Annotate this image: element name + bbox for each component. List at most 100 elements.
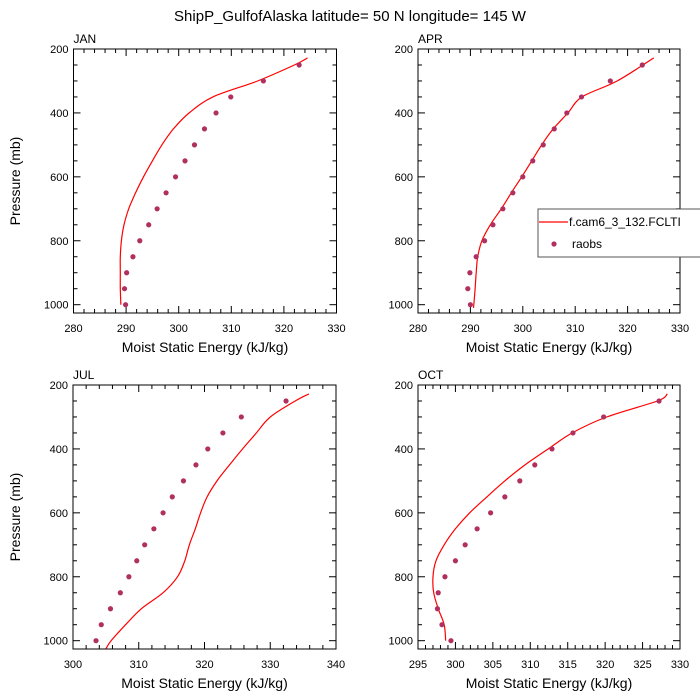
x-tick-label: 330 xyxy=(327,323,345,335)
y-tick-label: 800 xyxy=(395,572,413,584)
raobs-point xyxy=(180,478,187,484)
y-tick-label: 600 xyxy=(50,172,68,184)
x-tick-label: 330 xyxy=(671,659,689,671)
raobs-point xyxy=(169,494,175,500)
y-tick-label: 400 xyxy=(395,108,413,120)
raobs-point xyxy=(434,606,441,612)
raobs-point xyxy=(146,222,152,228)
raobs-point xyxy=(283,398,289,404)
raobs-point xyxy=(205,446,211,452)
y-tick-label: 800 xyxy=(50,236,68,248)
raobs-point xyxy=(151,526,157,532)
raobs-point xyxy=(473,254,479,260)
raobs-point xyxy=(213,110,219,116)
raobs-point xyxy=(500,206,506,212)
panel-apr: APR 280 290 300 310 320 330 Moist Static Energy… xyxy=(389,32,700,355)
raobs-point xyxy=(182,158,188,164)
raobs-point xyxy=(137,238,143,244)
raobs-point xyxy=(488,510,494,516)
raobs-point xyxy=(570,430,576,436)
raobs-point xyxy=(228,94,234,100)
x-tick-label: 325 xyxy=(633,659,651,671)
y-tick-label: 1000 xyxy=(389,300,413,312)
panel-title: OCT xyxy=(418,368,444,382)
raobs-point xyxy=(93,638,99,644)
raobs-point xyxy=(452,558,459,564)
y-tick-label: 600 xyxy=(50,508,68,520)
legend-obs-label: raobs xyxy=(572,237,602,251)
raobs-point xyxy=(549,446,555,452)
y-tick-label: 200 xyxy=(395,44,413,56)
x-tick-label: 280 xyxy=(409,323,427,335)
panel-title: APR xyxy=(418,32,443,46)
panel-title: JUL xyxy=(73,368,95,382)
y-tick-label: 200 xyxy=(50,380,68,392)
y-tick-label: 400 xyxy=(50,444,68,456)
raobs-point xyxy=(532,462,538,468)
raobs-point xyxy=(517,478,523,484)
raobs-point xyxy=(540,142,546,148)
raobs-point xyxy=(520,174,526,180)
y-tick-label: 400 xyxy=(395,444,413,456)
raobs-point xyxy=(160,510,166,516)
x-tick-label: 310 xyxy=(521,659,539,671)
raobs-point xyxy=(126,574,132,580)
y-tick-label: 1000 xyxy=(389,636,413,648)
raobs-point xyxy=(578,94,585,100)
x-tick-label: 300 xyxy=(64,659,82,671)
x-axis-label: Moist Static Energy (kJ/kg) xyxy=(466,339,633,355)
raobs-point xyxy=(467,270,473,276)
x-axis-label: Moist Static Energy (kJ/kg) xyxy=(122,339,289,355)
x-axis-label: Moist Static Energy (kJ/kg) xyxy=(466,675,633,691)
raobs-point xyxy=(107,606,114,612)
raobs-point xyxy=(134,558,140,564)
x-tick-label: 300 xyxy=(514,323,532,335)
x-tick-label: 320 xyxy=(618,323,636,335)
y-tick-label: 1000 xyxy=(44,300,68,312)
raobs-point xyxy=(121,286,128,292)
raobs-point xyxy=(98,622,104,628)
figure-title: ShipP_GulfofAlaska latitude= 50 N longit… xyxy=(174,8,527,25)
x-axis-label: Moist Static Energy (kJ/kg) xyxy=(121,675,288,691)
x-tick-label: 300 xyxy=(446,659,464,671)
raobs-point xyxy=(551,126,557,132)
raobs-point xyxy=(490,222,496,228)
y-tick-label: 200 xyxy=(50,44,68,56)
x-tick-label: 310 xyxy=(566,323,584,335)
y-tick-label: 600 xyxy=(395,172,413,184)
raobs-point xyxy=(530,158,536,164)
raobs-point xyxy=(117,590,123,596)
panel-oct: OCT 295 300 305 310 315 320 325 330 Moist Static … xyxy=(389,368,690,691)
raobs-point xyxy=(191,142,198,148)
plot-frame xyxy=(417,48,681,314)
raobs-point xyxy=(439,622,445,628)
model-line xyxy=(119,57,308,305)
x-tick-label: 290 xyxy=(117,323,135,335)
x-tick-label: 320 xyxy=(275,323,293,335)
raobs-point xyxy=(462,542,468,548)
raobs-point xyxy=(601,414,607,420)
model-line xyxy=(432,393,668,641)
raobs-point xyxy=(260,78,266,84)
raobs-point xyxy=(474,526,480,532)
raobs-point xyxy=(142,542,148,548)
plot-frame xyxy=(73,48,337,314)
raobs-point xyxy=(564,110,570,116)
raobs-point xyxy=(296,62,302,68)
x-tick-label: 290 xyxy=(461,323,479,335)
raobs-point xyxy=(607,78,613,84)
y-axis-label: Pressure (mb) xyxy=(7,473,23,562)
raobs-point xyxy=(220,430,226,436)
raobs-point xyxy=(656,398,662,404)
y-tick-label: 1000 xyxy=(44,636,68,648)
x-tick-label: 310 xyxy=(130,659,148,671)
raobs-point xyxy=(172,174,179,180)
x-tick-label: 320 xyxy=(195,659,213,671)
legend-model-label: f.cam6_3_132.FCLTI xyxy=(569,215,681,229)
raobs-point xyxy=(435,590,441,596)
y-tick-label: 800 xyxy=(395,236,413,248)
x-tick-label: 330 xyxy=(261,659,279,671)
raobs-point xyxy=(154,206,160,212)
